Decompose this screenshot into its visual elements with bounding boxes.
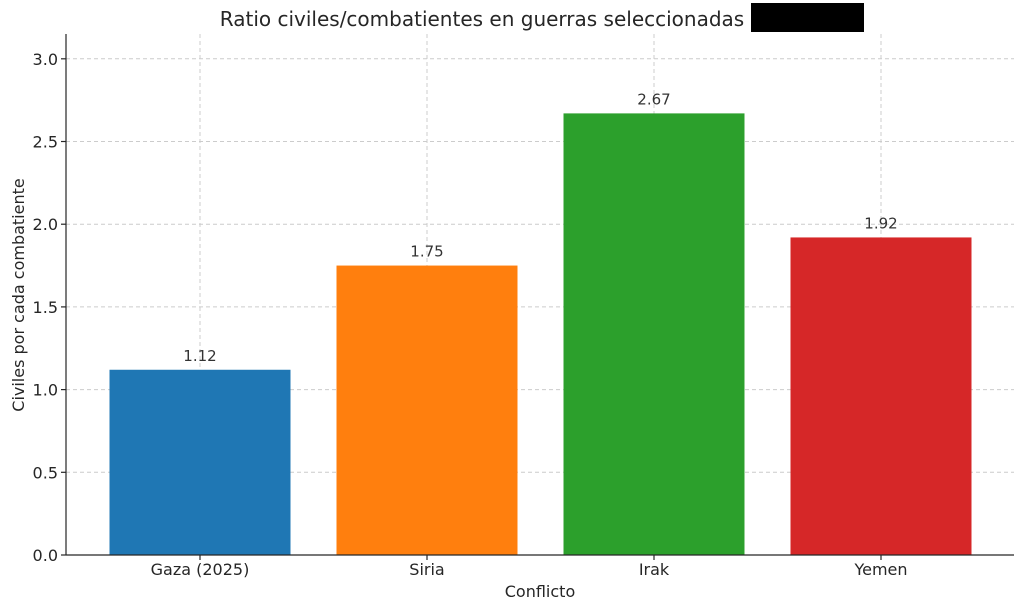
y-tick-label: 0.0 bbox=[33, 546, 58, 565]
y-tick-label: 2.5 bbox=[33, 133, 58, 152]
axes bbox=[65, 34, 1014, 556]
data-labels: 1.12 1.75 2.67 1.92 bbox=[183, 90, 897, 364]
x-tick-label: Gaza (2025) bbox=[151, 560, 250, 579]
y-ticks: 0.0 0.5 1.0 1.5 2.0 2.5 3.0 bbox=[33, 50, 66, 565]
bar bbox=[109, 369, 291, 555]
bar bbox=[563, 113, 745, 555]
y-tick-label: 0.5 bbox=[33, 463, 58, 482]
y-tick-label: 3.0 bbox=[33, 50, 58, 69]
y-tick-label: 2.0 bbox=[33, 215, 58, 234]
y-tick-label: 1.0 bbox=[33, 381, 58, 400]
x-tick-label: Siria bbox=[409, 560, 444, 579]
x-ticks: Gaza (2025) Siria Irak Yemen bbox=[151, 555, 908, 579]
bar bbox=[336, 265, 518, 555]
chart-title: Ratio civiles/combatientes en guerras se… bbox=[220, 7, 744, 31]
x-tick-label: Irak bbox=[639, 560, 670, 579]
bar bbox=[790, 237, 972, 555]
x-axis-label: Conflicto bbox=[505, 582, 575, 601]
bars bbox=[109, 113, 972, 555]
x-tick-label: Yemen bbox=[853, 560, 907, 579]
y-tick-label: 1.5 bbox=[33, 298, 58, 317]
bar-value-label: 1.12 bbox=[183, 347, 216, 365]
bar-value-label: 1.75 bbox=[410, 243, 443, 261]
bar-value-label: 2.67 bbox=[637, 90, 670, 108]
redaction-box bbox=[751, 3, 864, 32]
bar-value-label: 1.92 bbox=[864, 214, 897, 232]
y-axis-label: Civiles por cada combatiente bbox=[9, 178, 28, 411]
